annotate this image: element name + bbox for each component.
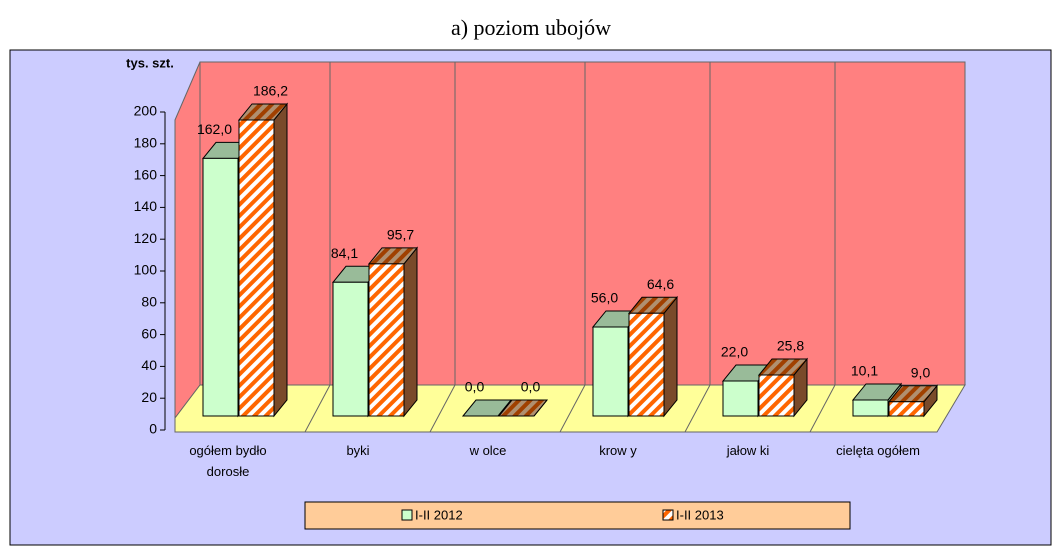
y-tick-label: 140 — [134, 198, 158, 214]
value-label: 0,0 — [521, 379, 541, 395]
value-label: 9,0 — [911, 364, 931, 380]
bar — [497, 399, 549, 417]
value-label: 22,0 — [721, 344, 748, 360]
bar-face — [722, 380, 759, 417]
bar-face — [758, 374, 795, 417]
value-label: 56,0 — [591, 290, 618, 306]
floor — [174, 384, 966, 433]
bar-face — [852, 399, 889, 417]
bar — [887, 384, 939, 418]
category-dividers — [304, 62, 836, 433]
legend-swatch — [401, 509, 413, 521]
x-tick-label: ogółem bydło dorosłe — [189, 443, 267, 479]
bar — [461, 399, 513, 417]
bar-face — [592, 326, 629, 417]
bar — [627, 295, 679, 418]
y-axis-title: tys. szt. — [126, 55, 174, 70]
bar-face — [628, 312, 665, 417]
value-label: 0,0 — [465, 379, 485, 395]
y-tick-label: 80 — [141, 294, 157, 310]
bar-face — [368, 263, 405, 417]
y-tick-label: 180 — [134, 135, 158, 151]
bar — [237, 102, 289, 418]
y-tick-label: 0 — [149, 421, 157, 437]
x-tick-label: jałow ki — [726, 443, 770, 458]
value-label: 162,0 — [197, 121, 232, 137]
bar-face — [403, 246, 418, 418]
legend-swatch — [662, 509, 674, 521]
y-tick-label: 120 — [134, 230, 158, 246]
legend-label: I-II 2013 — [676, 507, 724, 522]
bar-face — [888, 401, 925, 417]
x-tick-label: cielęta ogółem — [836, 443, 920, 458]
y-tick-label: 60 — [141, 325, 157, 341]
x-tick-label: byki — [346, 443, 370, 458]
bar-face — [663, 295, 678, 418]
bar-face — [238, 119, 275, 417]
y-tick-label: 20 — [141, 389, 157, 405]
chart-title: a) poziom ubojów — [451, 15, 611, 40]
value-label: 186,2 — [253, 83, 288, 99]
value-label: 10,1 — [851, 363, 878, 379]
bar — [757, 357, 809, 418]
x-tick-label: krow y — [599, 443, 637, 458]
bar-face — [497, 399, 549, 417]
value-label: 25,8 — [777, 338, 804, 354]
y-tick-label: 40 — [141, 357, 157, 373]
y-tick-label: 200 — [134, 103, 158, 119]
x-tick-label: w olce — [469, 443, 507, 458]
bar-face — [202, 157, 239, 417]
bar-face — [273, 102, 288, 418]
back-wall — [199, 61, 966, 386]
value-label: 84,1 — [331, 245, 358, 261]
bar — [367, 246, 419, 418]
side-wall — [174, 61, 201, 420]
value-label: 95,7 — [387, 227, 414, 243]
legend — [304, 501, 851, 530]
y-tick-label: 160 — [134, 166, 158, 182]
bar-face — [332, 281, 369, 417]
legend-label: I-II 2012 — [415, 507, 463, 522]
value-label: 64,6 — [647, 276, 674, 292]
y-tick-label: 100 — [134, 262, 158, 278]
bar-face — [461, 399, 513, 417]
